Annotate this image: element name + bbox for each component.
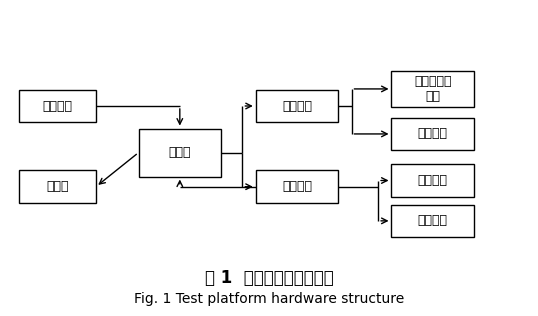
Text: 触点电流: 触点电流 <box>417 214 448 228</box>
Bar <box>392 164 474 197</box>
Bar <box>256 170 338 203</box>
Text: 试品线圈: 试品线圈 <box>417 127 448 140</box>
Text: 控制电路: 控制电路 <box>282 100 312 112</box>
Text: 键盘鼠标: 键盘鼠标 <box>43 100 72 112</box>
Text: 测量电路: 测量电路 <box>282 180 312 193</box>
Bar <box>19 90 96 122</box>
Bar <box>392 71 474 107</box>
Bar <box>392 204 474 237</box>
Text: 显示器: 显示器 <box>46 180 69 193</box>
Bar <box>19 170 96 203</box>
Bar <box>256 90 338 122</box>
Text: Fig. 1 Test platform hardware structure: Fig. 1 Test platform hardware structure <box>134 292 404 306</box>
Bar <box>139 129 221 177</box>
Text: 触点电压: 触点电压 <box>417 174 448 187</box>
Text: 图 1  试验平台硬件结构图: 图 1 试验平台硬件结构图 <box>204 269 334 287</box>
Bar <box>392 118 474 150</box>
Text: 工控机: 工控机 <box>168 146 191 159</box>
Text: 负载接触器
线圈: 负载接触器 线圈 <box>414 75 451 103</box>
